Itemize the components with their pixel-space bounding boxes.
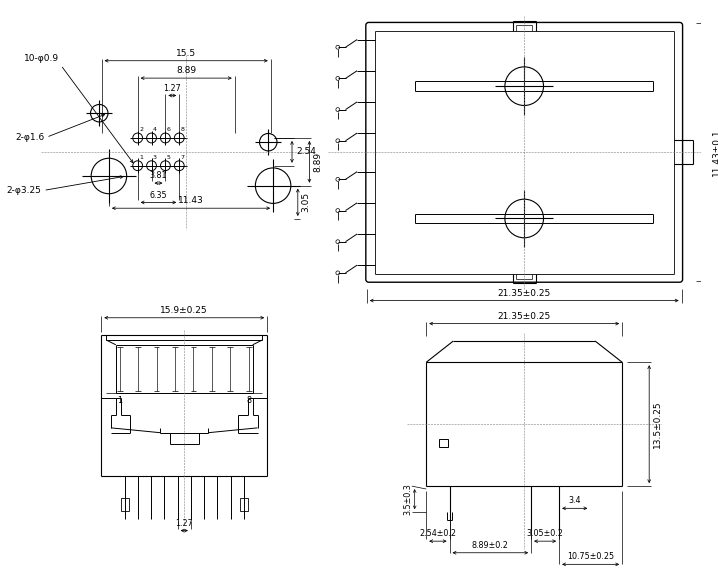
Text: 8: 8 — [181, 127, 185, 132]
Text: 3.4: 3.4 — [569, 496, 581, 505]
Text: 11.43±0.1: 11.43±0.1 — [712, 129, 718, 176]
Text: 3.5±0.3: 3.5±0.3 — [404, 484, 413, 515]
Text: 8.89: 8.89 — [313, 152, 322, 172]
Text: 3: 3 — [153, 155, 157, 160]
Text: 1.27: 1.27 — [175, 519, 193, 528]
Text: 2-φ1.6: 2-φ1.6 — [15, 133, 45, 142]
Text: 3.81: 3.81 — [150, 171, 167, 180]
Text: 8.89±0.2: 8.89±0.2 — [472, 541, 509, 550]
Text: 10-φ0.9: 10-φ0.9 — [24, 54, 59, 63]
Text: 6.35: 6.35 — [149, 190, 167, 200]
Bar — [121, 498, 129, 511]
Text: 3.05: 3.05 — [302, 192, 311, 212]
Bar — [439, 439, 449, 447]
Text: 6: 6 — [167, 127, 171, 132]
Text: 15.9±0.25: 15.9±0.25 — [160, 306, 208, 315]
Text: 21.35±0.25: 21.35±0.25 — [498, 312, 551, 321]
Text: 21.35±0.25: 21.35±0.25 — [498, 288, 551, 298]
Text: 8: 8 — [246, 396, 251, 405]
Text: 1: 1 — [117, 396, 122, 405]
Text: 13.5±0.25: 13.5±0.25 — [653, 400, 662, 448]
Text: 2: 2 — [139, 127, 143, 132]
Text: 2-φ3.25: 2-φ3.25 — [6, 186, 42, 195]
Text: 7: 7 — [181, 155, 185, 160]
Text: 10.75±0.25: 10.75±0.25 — [567, 552, 614, 561]
Text: 4: 4 — [153, 127, 157, 132]
Text: 1: 1 — [139, 155, 143, 160]
Text: 1.27: 1.27 — [164, 84, 181, 92]
Text: 8.89: 8.89 — [176, 66, 196, 75]
Bar — [240, 498, 248, 511]
Text: 11.43: 11.43 — [178, 196, 204, 205]
Text: 2.54: 2.54 — [297, 147, 317, 156]
Text: 15.5: 15.5 — [176, 49, 196, 58]
Text: 2.54±0.2: 2.54±0.2 — [419, 529, 457, 538]
Text: 3.05±0.2: 3.05±0.2 — [527, 529, 564, 538]
Text: 5: 5 — [167, 155, 171, 160]
